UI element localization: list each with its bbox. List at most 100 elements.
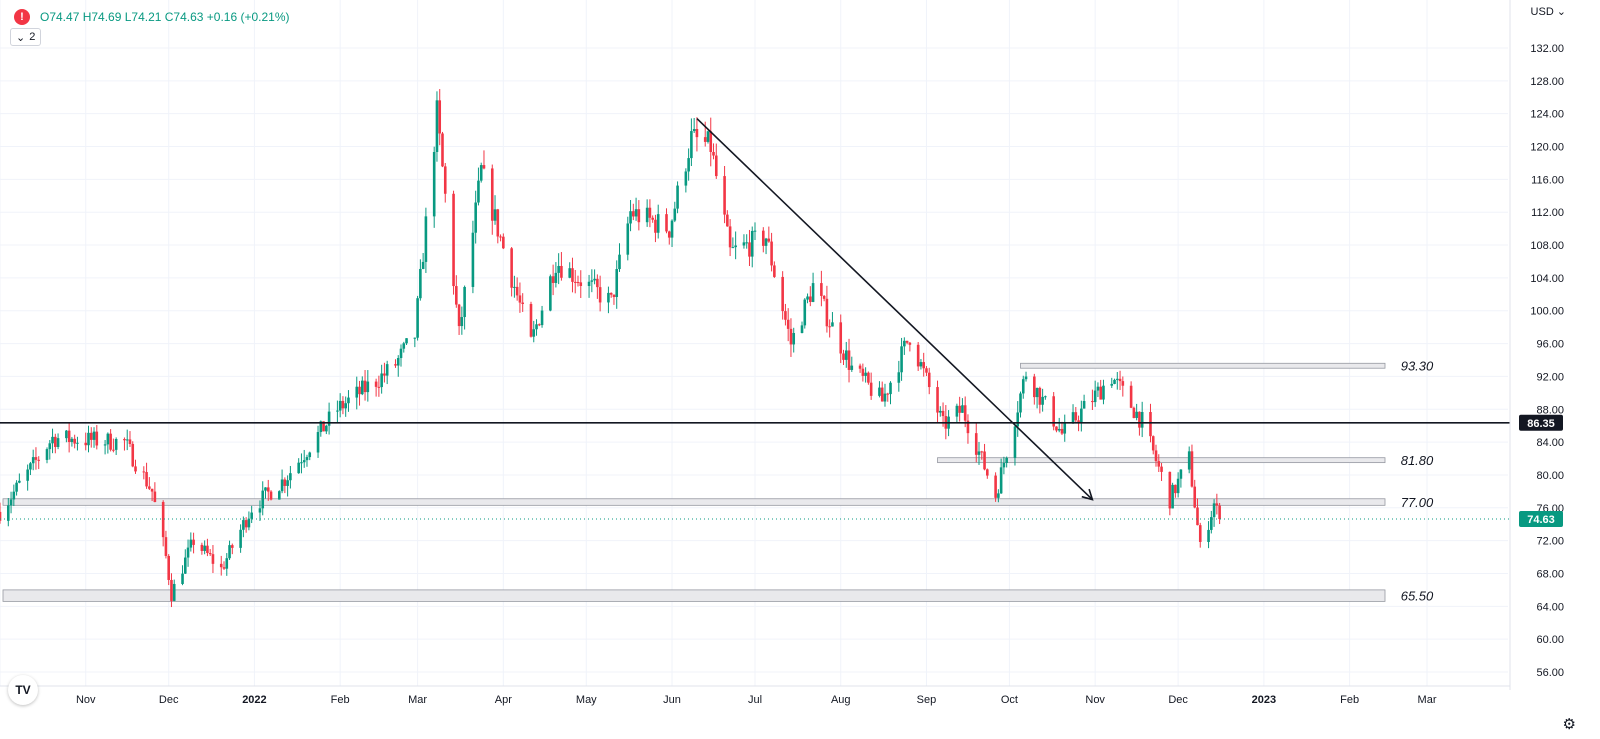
zone-label: 93.30 (1401, 359, 1434, 374)
candle-up (1212, 503, 1216, 518)
candle-down (842, 353, 845, 360)
candle-up (1024, 376, 1028, 380)
y-tick-label: 112.00 (1531, 207, 1564, 219)
candle-up (734, 245, 737, 248)
candle-down (164, 537, 168, 556)
candle-up (92, 431, 96, 440)
y-tick-label: 92.00 (1536, 371, 1564, 383)
candle-up (12, 491, 16, 500)
candle-down (761, 230, 765, 246)
candle-down (927, 372, 931, 388)
candle-up (811, 283, 815, 302)
candle-up (690, 131, 693, 159)
candle-down (0, 511, 2, 521)
candle-up (1071, 412, 1075, 423)
price-axis[interactable]: 56.00 60.00 64.00 68.00 72.00 76.00 80.00 84.00… (1509, 0, 1564, 690)
candle-up (1057, 428, 1061, 431)
candle-up (432, 152, 436, 217)
ohlc-values: O74.47 H74.69 L74.21 C74.63 +0.16 (+0.21… (40, 10, 290, 24)
candle-down (1174, 484, 1177, 494)
candle-down (134, 466, 137, 472)
candle-up (844, 350, 848, 360)
candle-up (900, 346, 903, 373)
candle-down (123, 439, 126, 441)
candle-up (676, 185, 679, 209)
candle-up (692, 129, 696, 132)
candle-down (839, 322, 843, 354)
candle-down (499, 236, 502, 238)
candle-down (648, 207, 652, 218)
candle-down (496, 209, 500, 237)
candle-down (1099, 386, 1102, 400)
zone-label: 65.50 (1401, 589, 1434, 604)
candle-up (258, 508, 262, 513)
x-tick-label: Mar (1418, 694, 1437, 706)
time-axis[interactable]: Nov Dec 2022 Feb Mar Apr May Jun Jul Aug Sep Oct Nov… (0, 685, 1510, 706)
candle-down (131, 443, 135, 467)
candle-down (37, 459, 41, 461)
candle-down (612, 294, 616, 298)
y-tick-label: 76.00 (1536, 503, 1564, 515)
candle-down (67, 430, 71, 443)
candle-up (1135, 411, 1138, 418)
candle-up (629, 211, 632, 224)
x-tick-label: Oct (1001, 694, 1018, 706)
candle-down (665, 214, 668, 232)
candle-down (703, 137, 707, 142)
candle-up (1082, 401, 1086, 409)
candle-down (443, 166, 447, 194)
candle-up (1044, 396, 1047, 398)
currency-selector[interactable]: USD ⌄ (1531, 5, 1566, 19)
candle-down (1198, 525, 1202, 542)
candle-down (916, 344, 920, 367)
candle-up (347, 397, 350, 404)
x-tick-label: Mar (408, 694, 427, 706)
x-tick-label: 2022 (242, 694, 266, 706)
candle-up (955, 405, 959, 417)
candle-down (825, 298, 829, 327)
candle-up (878, 387, 881, 396)
y-tick-label: 64.00 (1536, 601, 1564, 613)
collapse-indicators-button[interactable]: ⌄ 2 (10, 28, 42, 46)
candle-up (355, 386, 359, 398)
candle-down (695, 129, 699, 138)
candle-up (479, 165, 483, 181)
candle-up (977, 451, 981, 455)
arrow-head-icon (1081, 488, 1094, 501)
candle-down (502, 236, 505, 249)
candle-down (1154, 450, 1158, 462)
candle-down (206, 545, 209, 553)
candle-down (1218, 505, 1221, 520)
candle-up (673, 208, 677, 221)
candle-down (211, 554, 215, 564)
candle-up (764, 238, 768, 246)
candle-up (300, 462, 303, 464)
candle-down (551, 276, 555, 283)
candlestick-series (0, 89, 1221, 608)
candle-up (1005, 457, 1008, 463)
candle-up (421, 261, 425, 269)
gear-icon[interactable]: ⚙ (1562, 716, 1576, 733)
drawing-lines[interactable] (0, 118, 1510, 520)
candle-up (419, 268, 422, 299)
candle-up (750, 230, 754, 257)
candle-up (532, 329, 536, 337)
candle-down (1038, 387, 1042, 405)
candle-up (106, 433, 110, 445)
candle-down (54, 436, 57, 447)
candle-down (1118, 378, 1122, 382)
alert-icon[interactable]: ! (14, 9, 30, 25)
candle-down (1129, 385, 1133, 408)
candle-up (366, 381, 370, 393)
candle-up (76, 442, 79, 444)
candle-up (634, 209, 638, 217)
tradingview-logo[interactable]: TV (8, 675, 38, 705)
candle-up (302, 460, 306, 463)
candle-down (712, 151, 715, 156)
candle-down (34, 457, 38, 460)
candle-down (153, 491, 157, 503)
x-tick-label: Jun (663, 694, 681, 706)
y-tick-label: 108.00 (1530, 240, 1564, 252)
candle-down (773, 265, 776, 277)
